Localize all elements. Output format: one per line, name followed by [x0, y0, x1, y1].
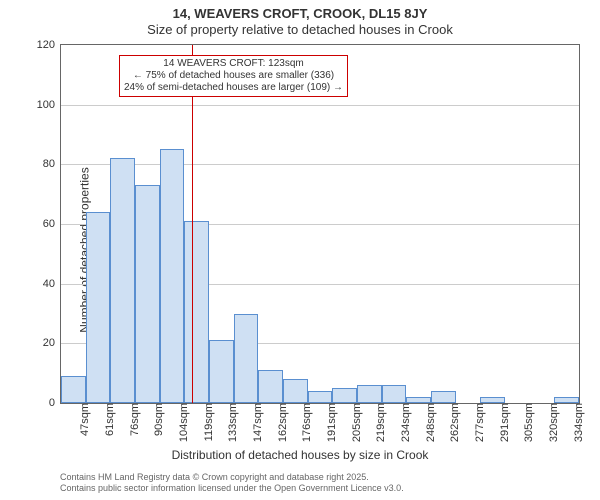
- grid-line: [61, 164, 579, 165]
- x-tick-label: 119sqm: [201, 403, 215, 441]
- chart-container: 14, WEAVERS CROFT, CROOK, DL15 8JY Size …: [0, 0, 600, 500]
- annotation-line3: 24% of semi-detached houses are larger (…: [124, 82, 343, 93]
- bar: [431, 391, 456, 403]
- reference-line: [192, 45, 193, 403]
- bar: [160, 149, 185, 403]
- annotation-line1: 14 WEAVERS CROFT: 123sqm: [163, 58, 303, 69]
- x-tick-label: 133sqm: [225, 403, 239, 442]
- annotation-box: 14 WEAVERS CROFT: 123sqm ← 75% of detach…: [119, 55, 348, 97]
- bar: [184, 221, 209, 403]
- y-tick-label: 100: [37, 99, 61, 111]
- y-tick-label: 40: [43, 278, 61, 290]
- y-tick-label: 80: [43, 158, 61, 170]
- y-tick-label: 20: [43, 337, 61, 349]
- x-tick-label: 262sqm: [447, 403, 461, 442]
- x-tick-label: 234sqm: [398, 403, 412, 442]
- bar: [86, 212, 111, 403]
- x-tick-label: 205sqm: [349, 403, 363, 442]
- grid-line: [61, 105, 579, 106]
- x-tick-label: 162sqm: [275, 403, 289, 442]
- chart-title-main: 14, WEAVERS CROFT, CROOK, DL15 8JY: [0, 6, 600, 21]
- x-tick-label: 90sqm: [151, 403, 165, 436]
- chart-title-sub: Size of property relative to detached ho…: [0, 22, 600, 37]
- x-tick-label: 305sqm: [521, 403, 535, 442]
- bar: [258, 370, 283, 403]
- x-tick-label: 104sqm: [176, 403, 190, 442]
- bar: [308, 391, 333, 403]
- bar: [357, 385, 382, 403]
- x-tick-label: 334sqm: [571, 403, 585, 442]
- y-tick-label: 0: [49, 397, 61, 409]
- x-tick-label: 277sqm: [472, 403, 486, 442]
- x-tick-label: 219sqm: [373, 403, 387, 442]
- bar: [234, 314, 259, 404]
- bar: [209, 340, 234, 403]
- plot-area: 02040608010012047sqm61sqm76sqm90sqm104sq…: [60, 44, 580, 404]
- bar: [283, 379, 308, 403]
- bar: [61, 376, 86, 403]
- x-tick-label: 76sqm: [127, 403, 141, 436]
- x-tick-label: 248sqm: [423, 403, 437, 442]
- x-axis-label: Distribution of detached houses by size …: [0, 448, 600, 462]
- bar: [110, 158, 135, 403]
- bar: [382, 385, 407, 403]
- x-tick-label: 176sqm: [299, 403, 313, 442]
- bar: [332, 388, 357, 403]
- footer-line2: Contains public sector information licen…: [60, 483, 404, 493]
- y-tick-label: 60: [43, 218, 61, 230]
- x-tick-label: 147sqm: [250, 403, 264, 442]
- x-tick-label: 61sqm: [102, 403, 116, 436]
- x-tick-label: 47sqm: [77, 403, 91, 436]
- bar: [135, 185, 160, 403]
- chart-footer: Contains HM Land Registry data © Crown c…: [60, 472, 404, 494]
- x-tick-label: 320sqm: [546, 403, 560, 442]
- x-tick-label: 191sqm: [324, 403, 338, 442]
- x-tick-label: 291sqm: [497, 403, 511, 442]
- y-tick-label: 120: [37, 39, 61, 51]
- annotation-line2: ← 75% of detached houses are smaller (33…: [133, 70, 334, 81]
- footer-line1: Contains HM Land Registry data © Crown c…: [60, 472, 369, 482]
